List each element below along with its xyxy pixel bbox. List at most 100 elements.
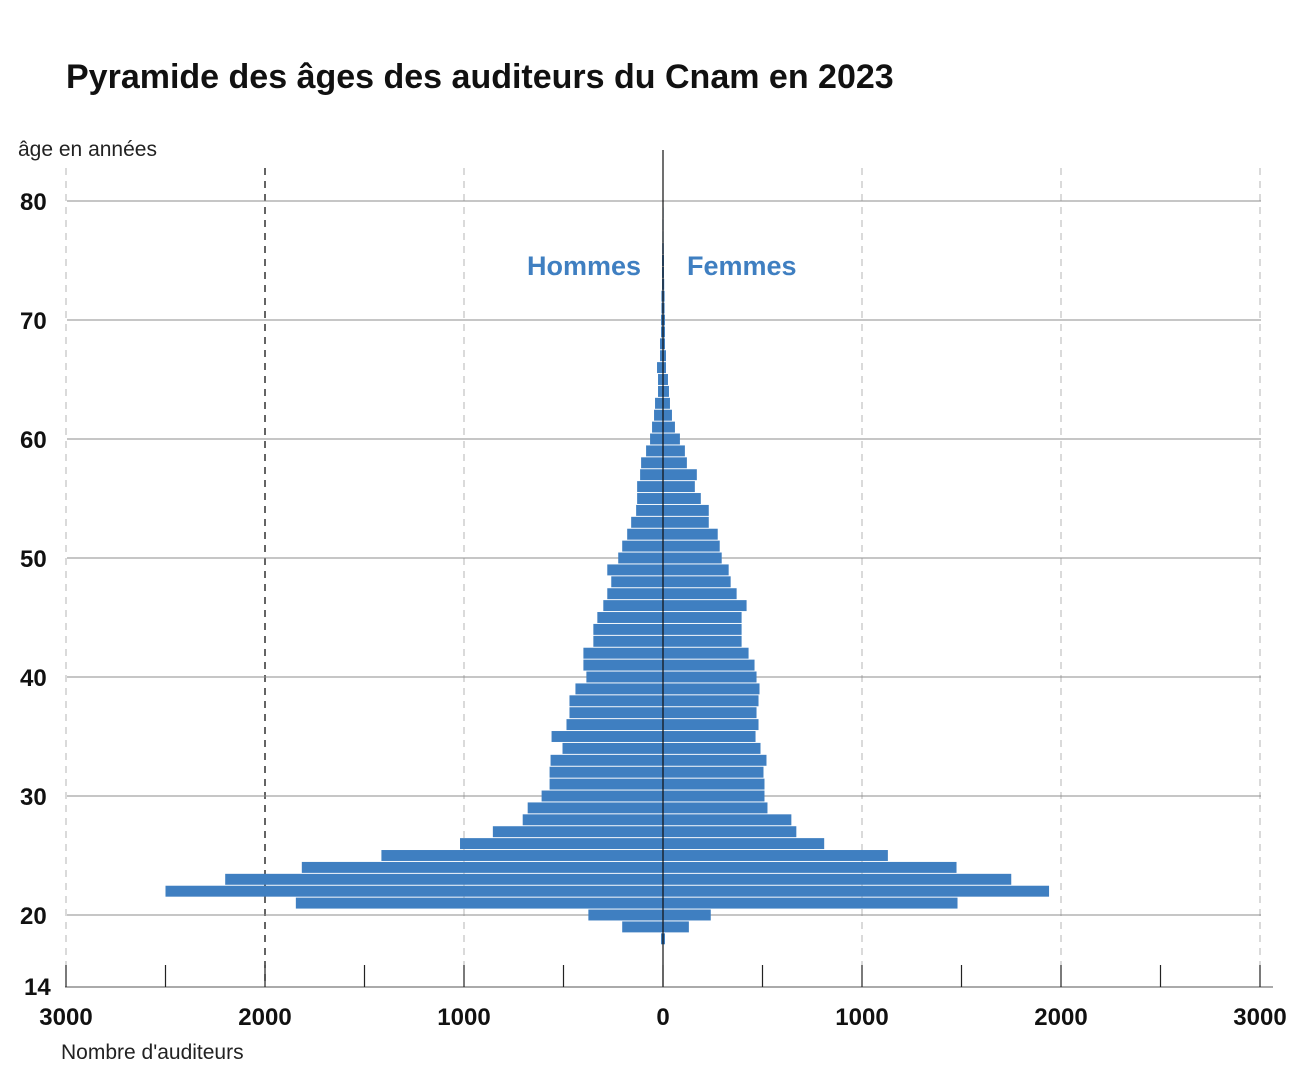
bar-femmes-age-57 [663, 469, 697, 481]
bar-femmes-age-51 [663, 540, 720, 552]
bar-femmes-age-42 [663, 647, 749, 659]
bar-femmes-age-54 [663, 504, 709, 516]
y-tick-label: 60 [20, 427, 47, 454]
bar-femmes-age-40 [663, 671, 757, 683]
vertical-gridlines [65, 168, 1261, 987]
x-tick-label: 2000 [238, 1004, 291, 1031]
bar-femmes-age-65 [663, 374, 668, 385]
bar-hommes-age-57 [640, 469, 663, 481]
bar-femmes-age-26 [663, 838, 825, 850]
bar-hommes-age-56 [637, 481, 663, 493]
axes [65, 150, 1273, 988]
bar-femmes-age-37 [663, 707, 757, 719]
bar-femmes-age-31 [663, 778, 765, 790]
bar-femmes-age-32 [663, 766, 764, 778]
bar-hommes-age-65 [658, 374, 663, 385]
x-tick-label: 3000 [1233, 1004, 1286, 1031]
bar-femmes-age-56 [663, 481, 695, 493]
bar-hommes-age-25 [381, 850, 663, 861]
bar-hommes-age-50 [618, 552, 663, 564]
bar-femmes-age-47 [663, 588, 737, 600]
bar-hommes-age-24 [301, 861, 663, 873]
y-tick-label: 40 [20, 665, 47, 692]
bar-femmes-age-45 [663, 612, 742, 623]
bar-femmes-age-39 [663, 683, 760, 695]
y-tick-label-min: 14 [24, 974, 51, 1001]
bar-hommes-age-40 [586, 671, 663, 683]
bar-femmes-age-44 [663, 623, 742, 635]
bar-femmes-age-61 [663, 421, 675, 433]
bar-femmes-age-35 [663, 731, 756, 742]
bar-femmes-age-60 [663, 433, 680, 445]
bar-hommes-age-63 [655, 397, 663, 409]
bar-femmes-age-34 [663, 742, 761, 754]
bar-femmes-age-28 [663, 814, 792, 826]
bar-hommes-age-47 [607, 588, 663, 600]
bar-hommes-age-28 [522, 814, 663, 826]
bar-hommes-age-58 [641, 457, 663, 469]
bar-hommes-age-66 [657, 362, 663, 374]
bar-hommes-age-52 [627, 528, 663, 540]
bar-hommes-age-37 [569, 707, 663, 719]
x-tick-label: 2000 [1034, 1004, 1087, 1031]
x-tick-label: 0 [656, 1004, 669, 1031]
y-tick-label: 20 [20, 903, 47, 930]
bar-hommes-age-36 [566, 719, 663, 731]
bar-femmes-age-43 [663, 635, 742, 647]
bar-hommes-age-32 [549, 766, 663, 778]
bar-femmes-age-36 [663, 719, 759, 731]
x-tick-label: 1000 [437, 1004, 490, 1031]
bars [165, 171, 1050, 945]
tick-labels: 3000 2000 1000 0 1000 2000 3000 20 30 40 50 60 70 80 1… [20, 189, 1287, 1031]
bar-hommes-age-41 [583, 659, 663, 671]
bar-hommes-age-33 [550, 754, 663, 766]
bar-hommes-age-69 [661, 326, 663, 338]
bar-femmes-age-67 [663, 350, 666, 362]
x-axis-label: Nombre d'auditeurs [61, 1041, 244, 1064]
bar-hommes-age-18 [661, 933, 663, 945]
bar-hommes-age-51 [622, 540, 663, 552]
bar-femmes-age-70 [663, 314, 665, 326]
legend-femmes: Femmes [687, 251, 797, 281]
bar-hommes-age-45 [597, 612, 663, 623]
bar-femmes-age-33 [663, 754, 767, 766]
bar-femmes-age-21 [663, 897, 958, 909]
bar-femmes-age-49 [663, 564, 729, 576]
bar-hommes-age-72 [661, 290, 663, 302]
bar-femmes-age-38 [663, 695, 759, 707]
bar-hommes-age-55 [637, 493, 663, 504]
bar-hommes-age-43 [593, 635, 663, 647]
bar-hommes-age-54 [636, 504, 663, 516]
bar-femmes-age-23 [663, 873, 1012, 885]
y-tick-label: 30 [20, 784, 47, 811]
bar-femmes-age-18 [663, 933, 665, 945]
bar-hommes-age-19 [622, 921, 663, 933]
bar-hommes-age-61 [652, 421, 663, 433]
bar-hommes-age-46 [603, 600, 663, 612]
bar-hommes-age-27 [492, 826, 663, 838]
bar-hommes-age-23 [225, 873, 663, 885]
bar-femmes-age-50 [663, 552, 722, 564]
bar-femmes-age-41 [663, 659, 755, 671]
x-tick-label: 1000 [835, 1004, 888, 1031]
bar-hommes-age-21 [295, 897, 663, 909]
bar-femmes-age-72 [663, 290, 665, 302]
bar-femmes-age-29 [663, 802, 768, 814]
bar-femmes-age-71 [663, 302, 665, 314]
y-tick-label: 80 [20, 189, 47, 216]
bar-hommes-age-68 [660, 338, 663, 350]
bar-femmes-age-24 [663, 861, 957, 873]
bar-hommes-age-38 [569, 695, 663, 707]
bar-hommes-age-35 [551, 731, 663, 742]
bar-femmes-age-46 [663, 600, 747, 612]
bar-femmes-age-27 [663, 826, 797, 838]
bar-femmes-age-48 [663, 576, 731, 588]
bar-hommes-age-53 [631, 516, 663, 528]
bar-hommes-age-64 [658, 385, 663, 397]
chart-title: Pyramide des âges des auditeurs du Cnam … [66, 58, 894, 96]
bar-hommes-age-71 [661, 302, 663, 314]
bar-femmes-age-53 [663, 516, 709, 528]
bar-femmes-age-25 [663, 850, 888, 861]
bar-femmes-age-66 [663, 362, 666, 374]
